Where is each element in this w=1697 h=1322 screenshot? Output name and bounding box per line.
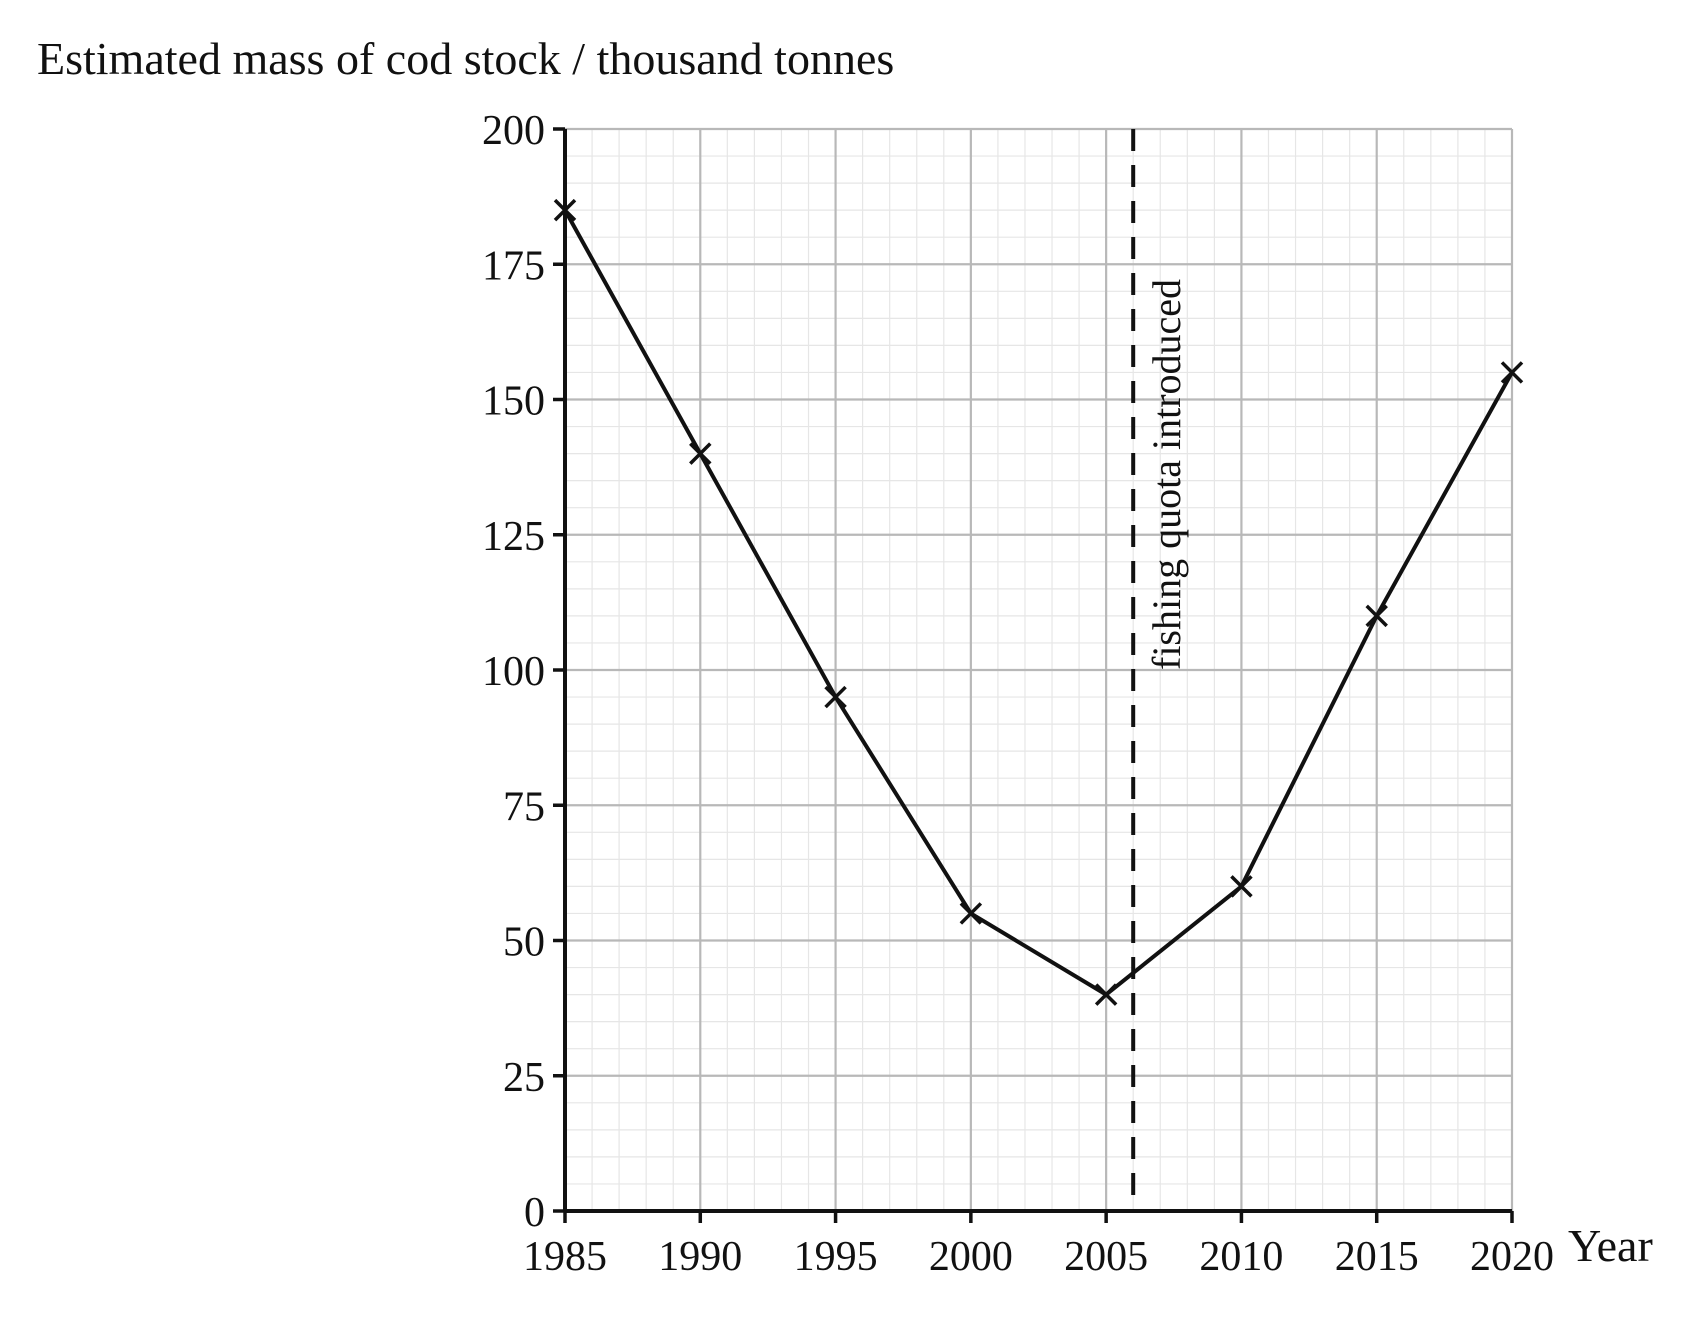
x-tick-label: 2000 bbox=[929, 1234, 1013, 1280]
y-tick-label: 25 bbox=[503, 1055, 545, 1101]
data-point-marker bbox=[1094, 983, 1118, 1006]
y-axis-title: Estimated mass of cod stock / thousand t… bbox=[37, 33, 894, 84]
x-tick-label: 2020 bbox=[1470, 1234, 1554, 1280]
data-point-marker bbox=[1500, 361, 1524, 384]
y-tick-label: 125 bbox=[482, 514, 545, 560]
x-tick-label: 2005 bbox=[1064, 1234, 1148, 1280]
y-tick-label: 150 bbox=[482, 379, 545, 425]
y-tick-label: 50 bbox=[503, 920, 545, 966]
data-point-marker bbox=[1230, 875, 1253, 898]
data-point-marker bbox=[959, 902, 983, 925]
x-axis-title: Year bbox=[1568, 1220, 1653, 1271]
y-tick-labels: 0 25 50 75 100 125 150 175 200 bbox=[482, 108, 565, 1236]
data-point-marker bbox=[1365, 604, 1388, 628]
x-tick-label: 1985 bbox=[523, 1234, 607, 1280]
y-tick-label: 0 bbox=[524, 1190, 545, 1236]
x-tick-label: 1995 bbox=[794, 1234, 878, 1280]
y-tick-label: 75 bbox=[503, 784, 545, 830]
series bbox=[553, 198, 1524, 1006]
x-tick-label: 2010 bbox=[1199, 1234, 1283, 1280]
series-line bbox=[563, 209, 1514, 997]
y-tick-label: 175 bbox=[482, 243, 545, 289]
annotation-label: fishing quota introduced bbox=[1144, 279, 1189, 670]
major-grid bbox=[563, 127, 1514, 1213]
x-tick-label: 1990 bbox=[658, 1234, 742, 1280]
x-tick-label: 2015 bbox=[1335, 1234, 1419, 1280]
data-point-marker bbox=[689, 442, 712, 465]
y-tick-label: 200 bbox=[482, 108, 545, 154]
data-point-marker bbox=[824, 685, 847, 709]
x-tick-labels: 1985 1990 1995 2000 2005 2010 2015 2020 bbox=[523, 1211, 1554, 1280]
y-tick-label: 100 bbox=[482, 649, 545, 695]
